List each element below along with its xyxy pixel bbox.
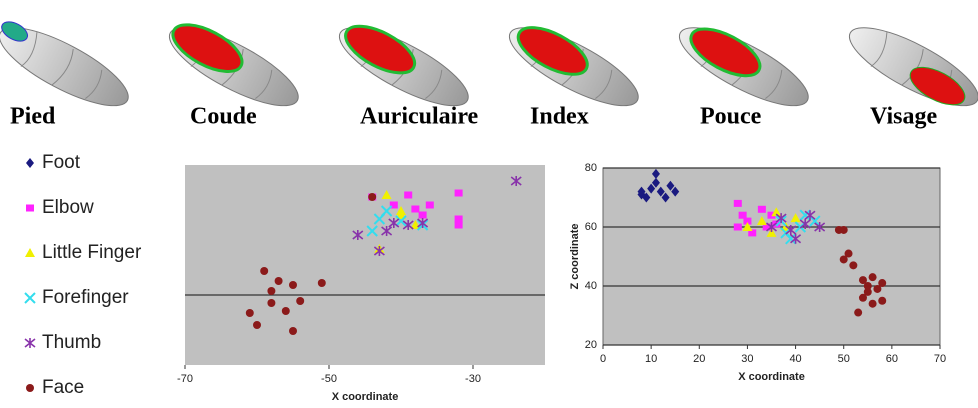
point	[455, 190, 463, 197]
point	[289, 281, 297, 289]
y-tick-label: 20	[585, 339, 597, 351]
point	[840, 226, 848, 234]
plot-area	[185, 165, 545, 365]
legend-marker	[25, 248, 35, 257]
y-tick-label: 80	[585, 162, 597, 174]
legend-label: Face	[42, 377, 84, 398]
point	[854, 309, 862, 317]
x-tick-label: 70	[934, 353, 946, 365]
x-tick-label: 60	[886, 353, 898, 365]
point	[859, 294, 867, 302]
point	[869, 300, 877, 308]
brain-label: Pied	[10, 104, 56, 130]
point	[849, 261, 857, 269]
point	[267, 287, 275, 295]
x-tick-label: -70	[177, 373, 193, 385]
legend-marker	[25, 293, 35, 303]
point	[260, 267, 268, 275]
x-tick-label: 10	[645, 353, 657, 365]
x-tick-label: 30	[741, 353, 753, 365]
point	[845, 250, 853, 258]
legend-marker	[26, 384, 34, 392]
legend-marker	[26, 158, 34, 168]
point	[734, 224, 742, 231]
point	[878, 297, 886, 305]
x-axis-label: X coordinate	[332, 391, 399, 403]
point	[289, 327, 297, 335]
point	[267, 299, 275, 307]
figure: Pied Coude Auriculaire Index Pouce Visage Foot…	[0, 0, 978, 403]
point	[282, 307, 290, 315]
legend-label: Forefinger	[42, 287, 129, 308]
point	[758, 206, 766, 213]
point	[869, 273, 877, 281]
point	[253, 321, 261, 329]
brain-label: Auriculaire	[360, 104, 479, 130]
point	[275, 277, 283, 285]
point	[404, 192, 412, 199]
x-axis-label: X coordinate	[738, 371, 805, 383]
y-tick-label: 60	[585, 221, 597, 233]
x-tick-label: 20	[693, 353, 705, 365]
x-tick-label: 50	[838, 353, 850, 365]
point	[246, 309, 254, 317]
y-tick-label: 40	[585, 280, 597, 292]
legend-marker	[26, 205, 34, 212]
point	[455, 216, 463, 223]
brain-label: Visage	[870, 104, 937, 130]
legend-label: Little Finger	[42, 242, 142, 263]
legend-label: Thumb	[42, 332, 101, 353]
x-tick-label: 40	[789, 353, 801, 365]
point	[734, 200, 742, 207]
point	[878, 279, 886, 287]
y-axis-label: Z coordinate	[569, 223, 581, 289]
brain-label: Index	[530, 104, 589, 130]
legend-label: Foot	[42, 152, 81, 173]
brain-label: Coude	[190, 104, 257, 130]
legend-label: Elbow	[42, 197, 94, 218]
plot-area	[603, 168, 940, 345]
point	[426, 202, 434, 209]
point	[455, 222, 463, 229]
x-tick-label: -50	[321, 373, 337, 385]
point	[296, 297, 304, 305]
page: Pied Coude Auriculaire Index Pouce Visage Foot…	[0, 0, 978, 403]
point	[368, 193, 376, 201]
x-tick-label: -30	[465, 373, 481, 385]
point	[318, 279, 326, 287]
legend-marker	[25, 338, 35, 348]
point	[419, 212, 427, 219]
brain-label: Pouce	[700, 104, 762, 130]
point	[411, 206, 419, 213]
x-tick-label: 0	[600, 353, 606, 365]
